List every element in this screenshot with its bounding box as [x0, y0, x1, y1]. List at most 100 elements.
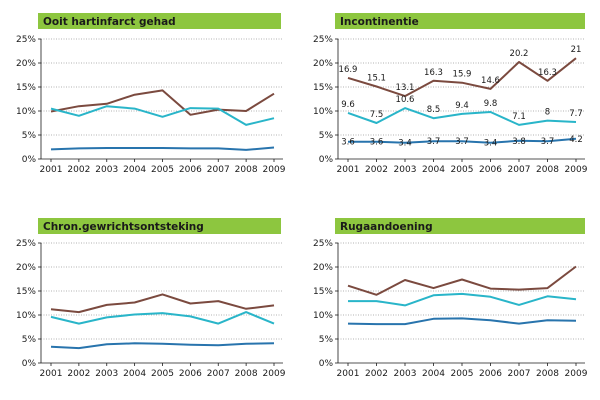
y-tick-label: 5% [22, 335, 37, 345]
y-tick-label: 10% [313, 107, 333, 117]
data-label: 7.5 [370, 110, 384, 120]
y-tick-label: 0% [319, 155, 334, 165]
x-tick-label: 2002 [365, 369, 388, 379]
x-tick-label: 2006 [179, 165, 202, 175]
x-tick-label: 2004 [123, 165, 146, 175]
series-line-2 [51, 106, 274, 125]
data-label: 3.4 [484, 139, 498, 149]
y-tick-label: 10% [313, 311, 333, 321]
x-tick-label: 2006 [479, 165, 502, 175]
data-label: 14.6 [481, 76, 500, 86]
y-tick-label: 0% [319, 359, 334, 369]
x-tick-label: 2003 [394, 165, 417, 175]
x-tick-label: 2006 [479, 369, 502, 379]
y-tick-label: 5% [22, 131, 37, 141]
data-label: 16.3 [538, 68, 557, 78]
y-tick-label: 25% [313, 239, 333, 249]
x-tick-label: 2004 [422, 369, 445, 379]
data-label: 7.7 [569, 109, 583, 119]
x-tick-label: 2005 [451, 165, 474, 175]
x-tick-label: 2002 [67, 369, 90, 379]
x-tick-label: 2007 [508, 369, 531, 379]
y-tick-label: 25% [313, 35, 333, 45]
data-label: 21 [571, 45, 582, 55]
data-label: 3.6 [370, 138, 384, 148]
x-tick-label: 2001 [40, 165, 63, 175]
x-tick-label: 2005 [151, 165, 174, 175]
y-tick-label: 25% [16, 35, 36, 45]
data-label: 15.1 [367, 74, 386, 84]
y-tick-label: 10% [16, 311, 36, 321]
x-tick-label: 2004 [422, 165, 445, 175]
series-line-2 [348, 294, 576, 306]
x-tick-label: 2009 [565, 369, 588, 379]
data-label: 9.4 [455, 101, 469, 111]
x-tick-label: 2007 [508, 165, 531, 175]
x-tick-label: 2003 [95, 369, 118, 379]
data-label: 13.1 [396, 83, 415, 93]
x-tick-label: 2008 [536, 165, 559, 175]
x-tick-label: 2005 [151, 369, 174, 379]
x-tick-label: 2009 [263, 165, 286, 175]
y-tick-label: 20% [16, 263, 36, 273]
y-tick-label: 15% [313, 287, 333, 297]
y-tick-label: 15% [313, 83, 333, 93]
data-label: 10.6 [396, 95, 415, 105]
data-label: 20.2 [510, 49, 529, 59]
y-tick-label: 5% [319, 131, 334, 141]
x-tick-label: 2008 [536, 369, 559, 379]
data-label: 3.7 [541, 137, 555, 147]
series-line-3 [51, 148, 274, 150]
x-tick-label: 2009 [565, 165, 588, 175]
panel-title: Ooit hartinfarct gehad [43, 16, 176, 28]
data-label: 16.3 [424, 68, 443, 78]
y-tick-label: 0% [22, 155, 37, 165]
x-tick-label: 2006 [179, 369, 202, 379]
y-tick-label: 5% [319, 335, 334, 345]
series-line-2 [51, 312, 274, 324]
chart-panel-2: Incontinentie 0% 5% 10% 15% 20% 25% 2001 2002 200… [313, 13, 588, 175]
series-line-3 [348, 318, 576, 324]
data-label: 8.5 [427, 105, 441, 115]
series-line-3 [51, 343, 274, 348]
data-label: 9.8 [484, 99, 498, 109]
data-label: 3.7 [427, 137, 441, 147]
y-tick-label: 20% [313, 59, 333, 69]
x-tick-label: 2003 [95, 165, 118, 175]
data-label: 8 [545, 108, 550, 118]
y-tick-label: 25% [16, 239, 36, 249]
y-tick-label: 20% [16, 59, 36, 69]
x-tick-label: 2007 [207, 165, 230, 175]
series-line-1 [51, 294, 274, 312]
data-label: 3.7 [455, 137, 469, 147]
panel-title: Chron.gewrichtsontsteking [43, 221, 204, 233]
data-label: 3.8 [512, 137, 526, 147]
x-tick-label: 2008 [235, 165, 258, 175]
x-tick-label: 2009 [263, 369, 286, 379]
y-tick-label: 0% [22, 359, 37, 369]
data-label: 4.2 [569, 135, 583, 145]
y-tick-label: 10% [16, 107, 36, 117]
x-tick-label: 2008 [235, 369, 258, 379]
panel-title: Rugaandoening [340, 221, 433, 233]
data-label: 15.9 [453, 70, 472, 80]
y-tick-label: 15% [16, 83, 36, 93]
data-label: 16.9 [339, 65, 358, 75]
data-label: 9.6 [341, 100, 355, 110]
series-line-1 [348, 267, 576, 295]
chart-panel-3: Chron.gewrichtsontsteking 0% 5% 10% 15% 20% 25… [16, 218, 286, 379]
panel-title: Incontinentie [340, 16, 419, 28]
chart-panel-4: Rugaandoening0%5%10%15%20%25%20012002200… [313, 218, 588, 379]
data-label: 7.1 [512, 112, 526, 122]
chart-panel-1: Ooit hartinfarct gehad 0% 5% 10% 15% 20% 25% 20… [16, 13, 286, 175]
x-tick-label: 2003 [394, 369, 417, 379]
x-tick-label: 2005 [451, 369, 474, 379]
x-tick-label: 2002 [365, 165, 388, 175]
y-tick-label: 15% [16, 287, 36, 297]
y-tick-label: 20% [313, 263, 333, 273]
x-tick-label: 2002 [67, 165, 90, 175]
data-label: 3.6 [341, 138, 355, 148]
x-tick-label: 2001 [337, 165, 360, 175]
x-tick-label: 2004 [123, 369, 146, 379]
